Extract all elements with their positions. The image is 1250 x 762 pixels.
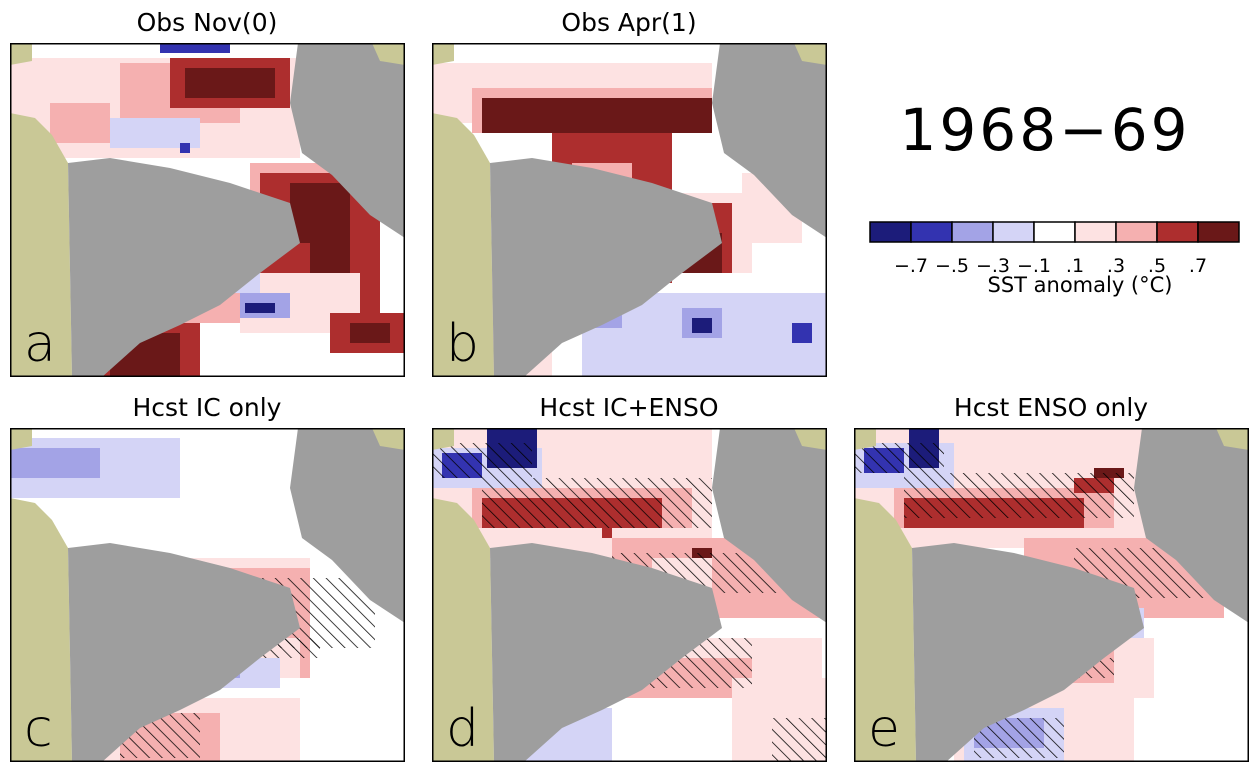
map-panel: a [10, 43, 405, 377]
period-label: 1968−69 [899, 96, 1190, 164]
panel-title: Hcst IC+ENSO [539, 393, 718, 422]
colorbar-label: .1 [1066, 255, 1084, 277]
colorbar-box [1156, 221, 1199, 243]
colorbar-box [1115, 221, 1158, 243]
colorbar-title: SST anomaly (°C) [987, 273, 1172, 297]
colorbar-box [951, 221, 994, 243]
panel-letter: d [446, 699, 479, 759]
colorbar-label: −.1 [1017, 255, 1051, 277]
colorbar-box [1033, 221, 1076, 243]
panel-title: Hcst IC only [133, 393, 282, 422]
colorbar-label: .5 [1148, 255, 1166, 277]
map-panel: e [854, 428, 1249, 762]
map-panel: d [432, 428, 827, 762]
panel-letter: a [24, 314, 56, 374]
colorbar-label: .3 [1107, 255, 1125, 277]
colorbar-box [910, 221, 953, 243]
colorbar-label: .7 [1189, 255, 1207, 277]
panel-title: Obs Apr(1) [561, 8, 696, 37]
panel-letter: c [24, 699, 53, 759]
colorbar-box [992, 221, 1035, 243]
panel-title: Hcst ENSO only [954, 393, 1148, 422]
panel-letter: b [446, 314, 479, 374]
map-panel: c [10, 428, 405, 762]
map-panel: b [432, 43, 827, 377]
panel-letter: e [868, 699, 900, 759]
colorbar: −.7 −.5 −.3 −.1 .1 .3 .5 .7 [869, 221, 1240, 277]
colorbar-label: −.5 [935, 255, 969, 277]
colorbar-box [869, 221, 912, 243]
colorbar-box [1197, 221, 1240, 243]
colorbar-label: −.7 [894, 255, 928, 277]
panel-title: Obs Nov(0) [137, 8, 278, 37]
colorbar-label: −.3 [976, 255, 1010, 277]
colorbar-box [1074, 221, 1117, 243]
